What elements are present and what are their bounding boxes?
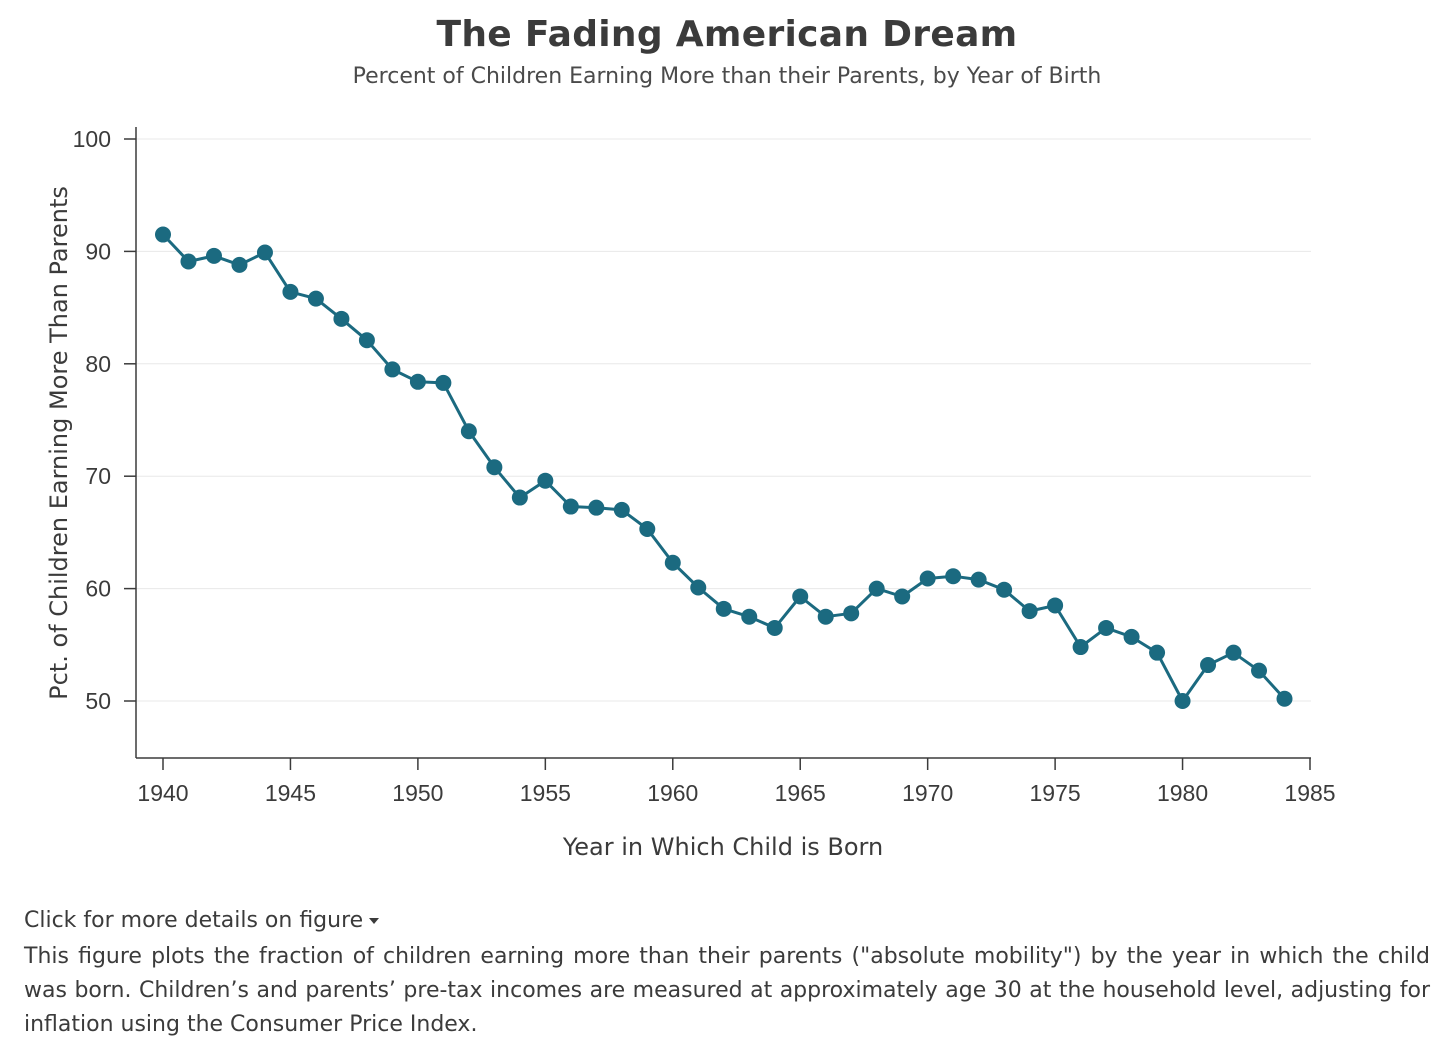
- data-point[interactable]: [715, 600, 732, 617]
- x-tick-label: 1960: [647, 780, 698, 806]
- data-point[interactable]: [945, 568, 962, 585]
- data-point[interactable]: [205, 247, 222, 264]
- y-tick-label: 70: [85, 463, 111, 489]
- data-point[interactable]: [792, 588, 809, 605]
- chart-subtitle: Percent of Children Earning More than th…: [352, 64, 1102, 89]
- data-point[interactable]: [766, 619, 783, 636]
- y-axis-title: Pct. of Children Earning More Than Paren…: [45, 186, 73, 700]
- y-axis-ticks: 50 60 70 80 90 100: [73, 126, 136, 714]
- data-point[interactable]: [1276, 690, 1293, 707]
- x-tick-label: 1950: [392, 780, 443, 806]
- data-point[interactable]: [409, 373, 426, 390]
- data-point[interactable]: [333, 310, 350, 327]
- caret-down-icon: [369, 918, 380, 924]
- data-point[interactable]: [1072, 639, 1089, 656]
- data-point[interactable]: [155, 226, 171, 243]
- data-point[interactable]: [868, 580, 885, 597]
- data-point[interactable]: [817, 608, 834, 625]
- y-tick-label: 50: [85, 688, 111, 714]
- x-tick-label: 1985: [1284, 780, 1335, 806]
- data-point[interactable]: [588, 499, 605, 516]
- data-point[interactable]: [537, 472, 554, 489]
- data-point[interactable]: [435, 374, 452, 391]
- x-tick-label: 1980: [1157, 780, 1208, 806]
- x-tick-label: 1955: [520, 780, 571, 806]
- details-toggle-label: Click for more details on figure: [24, 908, 364, 933]
- chart-title: The Fading American Dream: [436, 14, 1018, 55]
- data-point[interactable]: [664, 554, 681, 571]
- data-point[interactable]: [996, 581, 1013, 598]
- data-point[interactable]: [486, 459, 503, 476]
- x-axis-ticks: 1940 1945 1950 1955 1960 1965 1970 1975 1980 1985: [137, 758, 1336, 806]
- data-point[interactable]: [1098, 619, 1115, 636]
- data-point[interactable]: [970, 571, 987, 588]
- data-point[interactable]: [1200, 657, 1217, 674]
- data-point[interactable]: [282, 283, 299, 300]
- series-line: [161, 233, 1286, 703]
- data-point[interactable]: [690, 579, 707, 596]
- data-point[interactable]: [358, 332, 375, 349]
- x-tick-label: 1965: [775, 780, 826, 806]
- data-point[interactable]: [1225, 644, 1242, 661]
- data-point[interactable]: [1149, 644, 1166, 661]
- data-point[interactable]: [1047, 597, 1064, 614]
- y-tick-label: 60: [85, 576, 111, 602]
- data-point[interactable]: [1251, 662, 1268, 679]
- data-point[interactable]: [180, 253, 197, 270]
- data-point[interactable]: [1174, 693, 1191, 709]
- data-point[interactable]: [460, 423, 477, 440]
- x-tick-label: 1975: [1030, 780, 1081, 806]
- x-tick-label: 1940: [137, 780, 188, 806]
- data-point[interactable]: [562, 498, 579, 515]
- data-point[interactable]: [613, 501, 630, 518]
- data-point[interactable]: [307, 290, 324, 307]
- details-toggle[interactable]: Click for more details on figure: [24, 908, 380, 933]
- x-tick-label: 1970: [902, 780, 953, 806]
- data-point[interactable]: [919, 570, 936, 587]
- data-point[interactable]: [1021, 603, 1038, 620]
- data-point[interactable]: [894, 588, 911, 605]
- y-tick-label: 100: [73, 126, 111, 152]
- data-point[interactable]: [843, 605, 860, 622]
- data-point[interactable]: [1123, 628, 1140, 645]
- data-point[interactable]: [639, 521, 656, 538]
- figure-description: This figure plots the fraction of childr…: [24, 944, 1430, 1037]
- data-series: [155, 226, 1293, 709]
- data-point[interactable]: [384, 361, 401, 378]
- data-point[interactable]: [231, 256, 248, 273]
- y-tick-label: 90: [85, 238, 111, 264]
- data-point[interactable]: [256, 244, 273, 261]
- data-point[interactable]: [511, 489, 528, 506]
- x-tick-label: 1945: [265, 780, 316, 806]
- x-axis-title: Year in Which Child is Born: [562, 833, 883, 861]
- y-tick-label: 80: [85, 351, 111, 377]
- gridlines: [136, 138, 1311, 702]
- data-point[interactable]: [741, 608, 758, 625]
